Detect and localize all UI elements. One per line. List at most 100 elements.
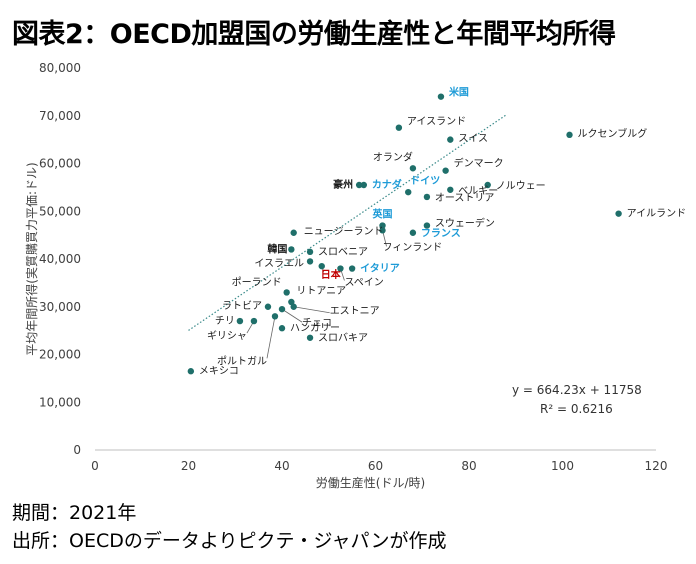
point-label: ポルトガル: [217, 355, 267, 367]
point-label: ハンガリー: [290, 322, 340, 334]
data-point: [306, 248, 314, 256]
point-label: カナダ: [372, 178, 402, 191]
data-point: [442, 167, 449, 174]
trend-line: [188, 114, 507, 331]
x-tick-label: 100: [551, 459, 574, 473]
y-tick-label: 40,000: [39, 252, 81, 266]
data-point: [271, 313, 279, 320]
point-label: 英国: [372, 208, 393, 221]
x-tick-label: 120: [645, 459, 668, 473]
trend-equation: y = 664.23x + 11758: [512, 383, 642, 397]
leader-line: [281, 308, 303, 323]
data-point: [437, 93, 445, 100]
point-label: ドイツ: [410, 175, 440, 187]
point-label: アイルランド: [627, 208, 687, 220]
point-label: イスラエル: [254, 257, 304, 269]
leader-line: [266, 316, 276, 359]
point-label: フランス: [421, 228, 461, 240]
y-tick-label: 80,000: [39, 61, 81, 75]
point-label: スイス: [458, 134, 488, 145]
data-point: [283, 289, 290, 296]
data-point: [288, 298, 295, 306]
point-label: オランダ: [373, 150, 413, 163]
point-label: メキシコ: [199, 366, 239, 377]
point-label: オーストリア: [435, 192, 495, 204]
data-point: [278, 325, 286, 332]
point-label: スロベニア: [318, 246, 368, 258]
data-point: [409, 229, 417, 236]
data-point: [484, 181, 491, 189]
data-point: [360, 181, 368, 189]
x-tick-label: 40: [274, 459, 289, 473]
data-point: [290, 303, 297, 310]
r-squared: R² = 0.6216: [540, 402, 613, 416]
data-point: [306, 334, 314, 341]
y-axis-title: 平均年間所得(実質購買力平価:ドル): [24, 162, 39, 355]
point-label: ラトビア: [222, 300, 262, 312]
y-tick-label: 30,000: [39, 300, 81, 314]
y-tick-label: 0: [73, 443, 81, 457]
point-label: ベルギー: [458, 185, 498, 197]
data-point: [290, 229, 297, 236]
y-tick-label: 70,000: [39, 109, 81, 123]
x-tick-label: 0: [91, 459, 99, 473]
point-label: イタリア: [360, 263, 400, 275]
data-point: [355, 181, 363, 189]
data-point: [318, 262, 325, 270]
point-label: ノルウェー: [496, 180, 546, 192]
point-label: スペイン: [344, 278, 383, 289]
page-title: 図表2：OECD加盟国の労働生産性と年間平均所得: [12, 19, 616, 50]
data-point: [306, 258, 314, 265]
leader-line: [293, 306, 330, 314]
point-label: 韓国: [267, 242, 287, 255]
x-tick-label: 60: [368, 459, 383, 473]
data-point: [288, 246, 295, 253]
point-label: チェコ: [302, 317, 332, 329]
point-label: エストニア: [330, 306, 380, 317]
point-label: リトアニア: [296, 286, 346, 297]
y-tick-label: 20,000: [39, 348, 81, 362]
data-point: [278, 305, 286, 313]
scatter-chart: 0 10,000 20,000 30,000 40,000 50,000 60,000 70,…: [24, 61, 686, 490]
x-tick-label: 20: [181, 459, 196, 473]
point-label: ニュージーランド: [304, 226, 384, 238]
x-axis-title: 労働生産性(ドル/時): [316, 475, 425, 490]
data-point: [187, 368, 195, 375]
data-point: [423, 222, 431, 229]
data-point: [264, 303, 272, 310]
data-point: [447, 136, 454, 143]
point-label: スウェーデン: [435, 217, 495, 230]
data-point: [405, 188, 412, 196]
y-tick-label: 60,000: [39, 157, 81, 171]
data-point: [337, 265, 344, 272]
data-point: [395, 124, 403, 131]
data-points: [187, 93, 622, 375]
data-point: [348, 265, 356, 272]
data-point: [379, 222, 386, 229]
data-point: [250, 317, 258, 325]
data-point: [447, 186, 454, 193]
period-note: 期間：2021年: [12, 502, 137, 524]
point-label: 日本: [321, 268, 342, 281]
point-label: ポーランド: [232, 276, 282, 288]
point-label: ギリシャ: [207, 330, 247, 342]
data-point: [615, 210, 622, 217]
point-label: ルクセンブルグ: [578, 127, 648, 140]
axes: 0 10,000 20,000 30,000 40,000 50,000 60,000 70,…: [24, 61, 667, 490]
data-point: [423, 193, 431, 201]
y-tick-label: 50,000: [39, 204, 81, 218]
point-label: スロバキア: [318, 332, 368, 344]
data-point: [566, 131, 573, 139]
data-point: [236, 317, 244, 325]
point-label: アイスランド: [407, 116, 466, 128]
trendline: [188, 114, 507, 331]
data-point: [409, 165, 417, 172]
y-tick-label: 10,000: [39, 395, 81, 409]
point-label: フィンランド: [383, 241, 443, 253]
data-point: [379, 227, 386, 234]
point-label: 豪州: [333, 178, 353, 191]
point-label: デンマーク: [454, 157, 504, 170]
source-note: 出所：OECDのデータよりピクテ・ジャパンが作成: [12, 530, 447, 552]
point-label: チリ: [215, 315, 235, 327]
